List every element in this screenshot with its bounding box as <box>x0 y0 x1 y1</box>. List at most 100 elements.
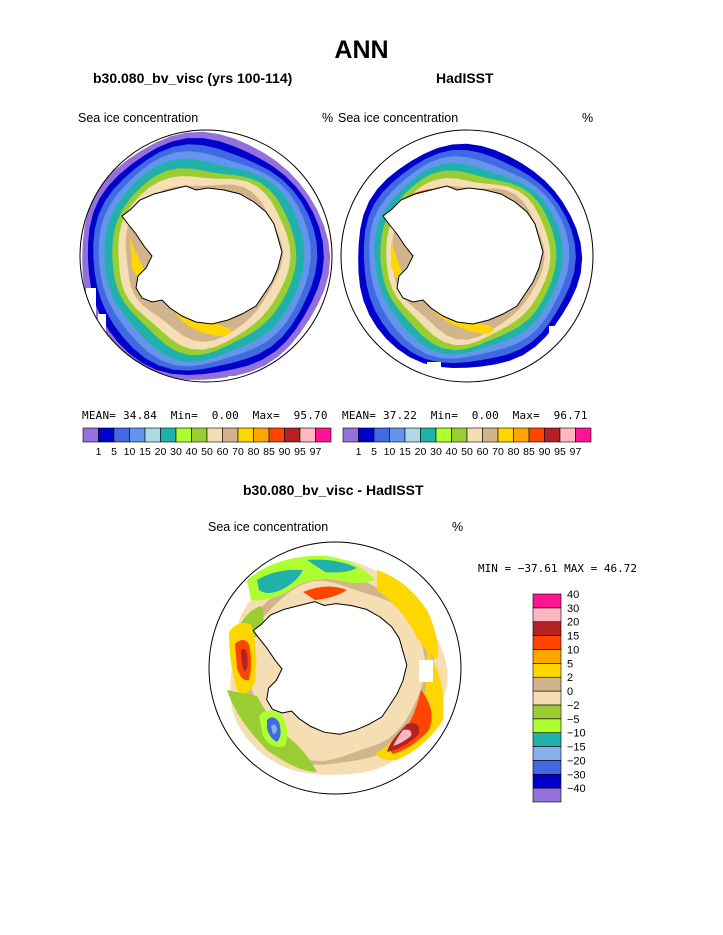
obs-cbar-swatch-3 <box>389 427 406 443</box>
obs-cbar-tick-10: 80 <box>508 446 520 458</box>
obs-cbar-tick-1: 5 <box>371 446 377 458</box>
obs-polar-map <box>340 129 594 383</box>
model-cbar-swatch-9 <box>222 427 239 443</box>
model-cbar-tick-8: 60 <box>217 446 229 458</box>
model-case-title: b30.080_bv_visc (yrs 100-114) <box>93 70 293 86</box>
obs-cbar-tick-2: 10 <box>384 446 396 458</box>
diff-cbar-swatch-12 <box>532 621 562 636</box>
obs-cbar-swatch-5 <box>420 427 437 443</box>
obs-field <box>341 134 583 378</box>
diff-cbar-tick-11: 15 <box>567 631 579 643</box>
obs-cbar-swatch-4 <box>404 427 421 443</box>
diff-cbar-tick-10: 10 <box>567 644 579 656</box>
obs-stats: MEAN= 37.22 Min= 0.00 Max= 96.71 <box>342 409 588 422</box>
obs-cbar-tick-8: 60 <box>477 446 489 458</box>
diff-antarctica <box>252 601 408 735</box>
diff-gap-1 <box>419 660 433 682</box>
diff-cbar-swatch-0 <box>532 787 562 803</box>
diff-field <box>217 542 448 775</box>
obs-cbar-tick-4: 20 <box>415 446 427 458</box>
model-cbar-swatch-3 <box>129 427 146 443</box>
obs-cbar-swatch-12 <box>528 427 545 443</box>
obs-cbar-tick-5: 30 <box>430 446 442 458</box>
model-ross-80 <box>176 298 232 336</box>
obs-bellings-80 <box>391 240 405 281</box>
model-cbar-swatch-15 <box>315 427 332 443</box>
diff-cbar-swatch-13 <box>532 607 562 623</box>
obs-colorbar: 1 5 10 15 20 30 40 50 60 70 80 85 90 95 97 <box>342 427 592 458</box>
diff-pos20-north <box>303 586 347 600</box>
model-cbar-tick-12: 90 <box>279 446 291 458</box>
model-cbar-tick-2: 10 <box>124 446 136 458</box>
model-cbar-swatch-4 <box>144 427 161 443</box>
model-mean-value: 34.84 <box>122 409 158 422</box>
diff-cbar-swatch-3 <box>532 746 562 761</box>
diff-variable-label: Sea ice concentration <box>208 520 329 534</box>
diff-cbar-swatch-8 <box>532 676 562 692</box>
model-units-label: % <box>322 111 334 125</box>
diff-neg10-north-2 <box>307 559 357 573</box>
model-cbar-swatch-11 <box>253 427 270 443</box>
model-variable-label: Sea ice concentration <box>78 111 199 125</box>
model-cbar-tick-1: 5 <box>111 446 117 458</box>
obs-min-label: Min= <box>430 409 459 422</box>
diff-cbar-tick-3: −15 <box>567 742 586 754</box>
diff-cbar-swatch-14 <box>532 593 562 609</box>
obs-cbar-tick-0: 1 <box>356 446 362 458</box>
obs-cbar-swatch-8 <box>466 427 483 443</box>
diff-cbar-tick-9: 5 <box>567 658 573 670</box>
obs-gap-1 <box>341 214 351 244</box>
diff-cbar-swatch-4 <box>532 732 562 747</box>
diff-pos5-east <box>377 570 438 660</box>
obs-units-label: % <box>582 111 594 125</box>
model-cbar-tick-14: 97 <box>310 446 322 458</box>
obs-mean-label: MEAN= <box>342 409 377 422</box>
diff-cbar-tick-4: −10 <box>567 728 586 740</box>
diff-gap-3 <box>217 740 235 770</box>
model-cbar-tick-7: 50 <box>201 446 213 458</box>
model-cbar-swatch-6 <box>175 427 192 443</box>
model-cbar-tick-6: 40 <box>186 446 198 458</box>
model-colorbar: 1 5 10 15 20 30 40 50 60 70 80 85 90 95 97 <box>82 427 332 458</box>
model-cbar-tick-0: 1 <box>96 446 102 458</box>
obs-cbar-tick-7: 50 <box>461 446 473 458</box>
obs-cbar-tick-12: 90 <box>539 446 551 458</box>
model-cbar-swatch-12 <box>268 427 285 443</box>
obs-cbar-swatch-1 <box>358 427 375 443</box>
diff-cbar-tick-7: 0 <box>567 686 573 698</box>
obs-gap-4 <box>549 326 563 340</box>
obs-cbar-swatch-7 <box>451 427 468 443</box>
model-field <box>82 131 331 382</box>
model-cbar-swatch-10 <box>237 427 254 443</box>
obs-cbar-swatch-10 <box>497 427 514 443</box>
diff-case-title: b30.080_bv_visc - HadISST <box>243 482 424 498</box>
diff-cbar-tick-8: 2 <box>567 672 573 684</box>
model-cbar-swatch-13 <box>284 427 301 443</box>
obs-map-boundary <box>340 129 594 383</box>
obs-ross-80 <box>435 302 494 334</box>
model-cbar-swatch-8 <box>206 427 223 443</box>
obs-cbar-swatch-14 <box>559 427 576 443</box>
obs-cbar-swatch-0 <box>342 427 359 443</box>
model-gap-2 <box>98 314 106 332</box>
obs-cbar-swatch-2 <box>373 427 390 443</box>
model-cbar-tick-9: 70 <box>232 446 244 458</box>
obs-cbar-swatch-9 <box>482 427 499 443</box>
model-cbar-swatch-5 <box>160 427 177 443</box>
diff-cbar-tick-13: 30 <box>567 603 579 615</box>
obs-case-title: HadISST <box>436 70 494 86</box>
diff-cbar-tick-12: 20 <box>567 617 579 629</box>
model-cbar-swatch-2 <box>113 427 130 443</box>
diff-min-max: MIN = −37.61 MAX = 46.72 <box>478 562 637 575</box>
obs-cbar-tick-14: 97 <box>570 446 582 458</box>
diff-neg10-north <box>257 569 303 593</box>
diff-cbar-tick-0: −40 <box>567 783 586 795</box>
diff-cbar-swatch-10 <box>532 649 562 664</box>
obs-min-value: 0.00 <box>471 409 499 422</box>
diff-neg15-southwest <box>271 724 277 734</box>
model-cbar-tick-3: 15 <box>139 446 151 458</box>
obs-cbar-swatch-6 <box>435 427 452 443</box>
obs-cbar-tick-3: 15 <box>399 446 411 458</box>
diff-cbar-tick-1: −30 <box>567 769 586 781</box>
